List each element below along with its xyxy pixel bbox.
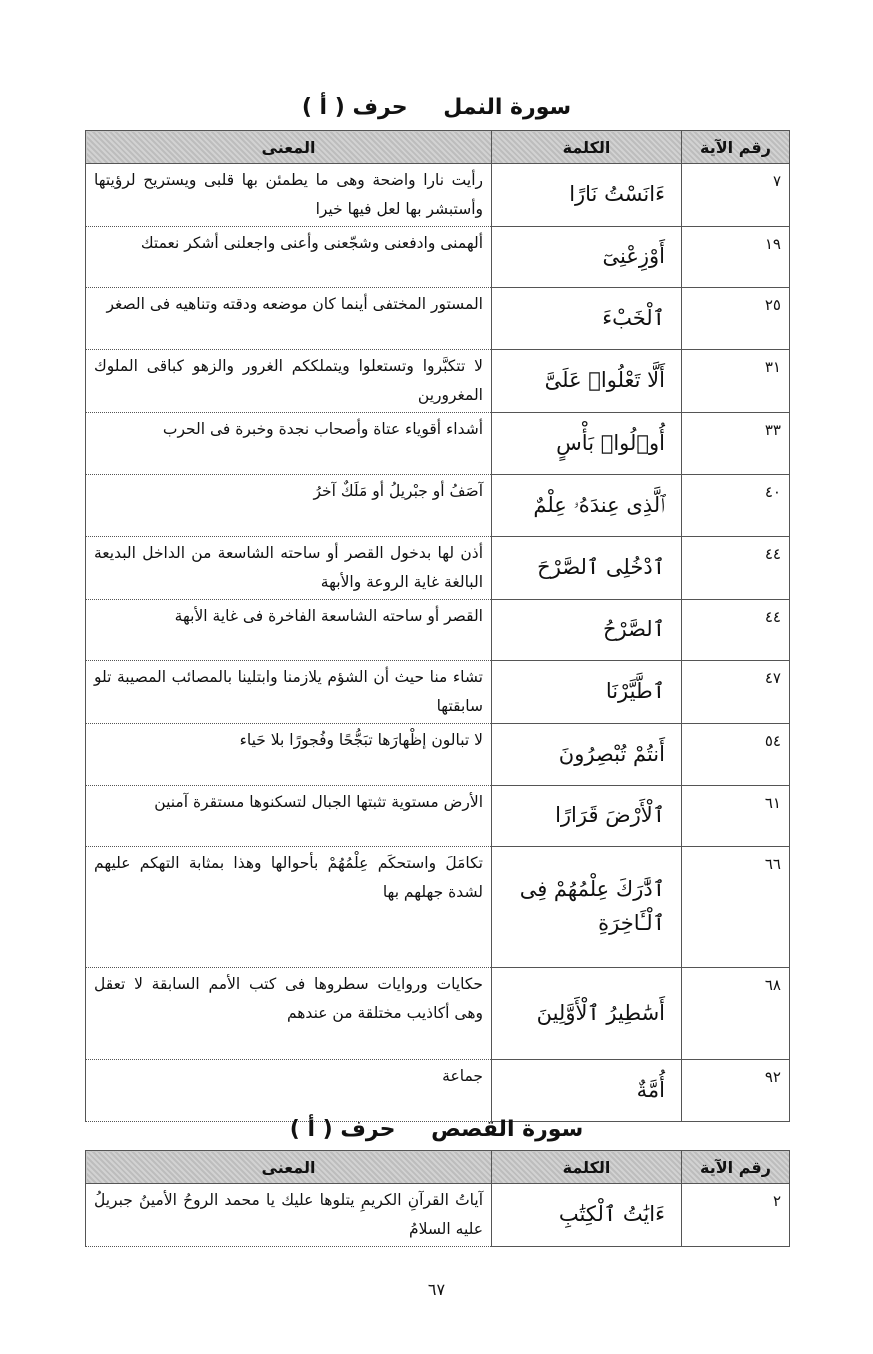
header-row: رقم الآية الكلمة المعنى [85,1150,790,1184]
table-row: ٤٤ ٱلصَّرْحُ القصر أو ساحته الشاسعة الفاخر… [85,599,790,661]
column-header: رقم الآية [681,130,790,164]
column-header: المعنى [85,1150,492,1184]
verse-number: ٢ [681,1183,790,1247]
vocabulary-table: رقم الآية الكلمة المعنى ٧ ءَانَسْتُ نَارًا رأ… [85,130,790,1122]
word: ٱلْأَرْضَ قَرَارًا [491,785,682,847]
verse-number: ٦٨ [681,967,790,1060]
word: ٱدْخُلِى ٱلصَّرْحَ [491,536,682,600]
meaning: رأيت نارا واضحة وهى ما يطمئن بها قلبى وي… [85,163,492,227]
table-row: ٣٣ أُو۟لُوا۟ بَأْسٍ أشداء أقوياء عتاة وأصح… [85,412,790,475]
meaning: المستور المختفى أينما كان موضعه ودقته وت… [85,287,492,350]
meaning: جماعة [85,1059,492,1122]
verse-number: ٤٤ [681,599,790,661]
word: ٱلْخَبْءَ [491,287,682,350]
section-title: سورة النمل حرف ( أ ) [0,95,873,120]
verse-number: ٣١ [681,349,790,413]
word: ٱلَّذِى عِندَهُۥ عِلْمٌ [491,474,682,537]
header-row: رقم الآية الكلمة المعنى [85,130,790,164]
section-title: سورة القصص حرف ( أ ) [0,1117,873,1142]
meaning: لا تتكبَّروا وتستعلوا ويتملككم الغرور وا… [85,349,492,413]
letter: حرف ( أ ) [301,95,408,120]
word: أُمَّةٌ [491,1059,682,1122]
column-header: الكلمة [491,130,682,164]
column-header: رقم الآية [681,1150,790,1184]
verse-number: ٦١ [681,785,790,847]
word: أَوْزِعْنِىٓ [491,226,682,288]
verse-number: ٤٧ [681,660,790,724]
verse-number: ٣٣ [681,412,790,475]
table-row: ٢٥ ٱلْخَبْءَ المستور المختفى أينما كان موض… [85,287,790,350]
meaning: القصر أو ساحته الشاسعة الفاخرة فى غاية ا… [85,599,492,661]
column-header: الكلمة [491,1150,682,1184]
verse-number: ٩٢ [681,1059,790,1122]
table-row: ٦١ ٱلْأَرْضَ قَرَارًا الأرض مستوية تثبتها … [85,785,790,847]
verse-number: ٢٥ [681,287,790,350]
meaning: أشداء أقوياء عتاة وأصحاب نجدة وخبرة فى ا… [85,412,492,475]
meaning: تكامَلَ واستحكَم عِلْمُهُمْ بأحوالها وهذ… [85,846,492,968]
verse-number: ٦٦ [681,846,790,968]
meaning: آياتُ القرآنِ الكريمِ يتلوها عليك يا محم… [85,1183,492,1247]
meaning: الأرض مستوية تثبتها الجبال لتسكنوها مستق… [85,785,492,847]
table-row: ٤٠ ٱلَّذِى عِندَهُۥ عِلْمٌ آصَفُ أو جبْريل… [85,474,790,537]
word: ءَانَسْتُ نَارًا [491,163,682,227]
verse-number: ٤٤ [681,536,790,600]
table-row: ٤٤ ٱدْخُلِى ٱلصَّرْحَ أذن لها بدخول القصر … [85,536,790,600]
meaning: حكايات وروايات سطروها فى كتب الأمم الساب… [85,967,492,1060]
surah-name: سورة القصص [431,1117,584,1142]
meaning: آصَفُ أو جبْريلُ أو مَلَكٌ آخرُ [85,474,492,537]
table-row: ٦٨ أَسَٰطِيرُ ٱلْأَوَّلِينَ حكايات وروايات… [85,967,790,1060]
word: أَسَٰطِيرُ ٱلْأَوَّلِينَ [491,967,682,1060]
page-number: ٦٧ [427,1280,446,1299]
word: ٱدَّٰرَكَ عِلْمُهُمْ فِى ٱلْـَٔاخِرَةِ [491,846,682,968]
table-row: ٩٢ أُمَّةٌ جماعة [85,1059,790,1122]
table-row: ٥٤ أَنتُمْ تُبْصِرُونَ لا تبالون إظْهارَها… [85,723,790,786]
verse-number: ٧ [681,163,790,227]
meaning: لا تبالون إظْهارَها تبَجُّحًا وفُجورًا ب… [85,723,492,786]
verse-number: ١٩ [681,226,790,288]
word: ٱطَّيَّرْنَا [491,660,682,724]
table-row: ٧ ءَانَسْتُ نَارًا رأيت نارا واضحة وهى ما … [85,163,790,227]
verse-number: ٥٤ [681,723,790,786]
table-row: ١٩ أَوْزِعْنِىٓ ألهمنى وادفعنى وشجّعنى وأع… [85,226,790,288]
letter: حرف ( أ ) [289,1117,396,1142]
table-row: ٢ ءَايَٰتُ ٱلْكِتَٰبِ آياتُ القرآنِ الكريم… [85,1183,790,1247]
meaning: أذن لها بدخول القصر أو ساحته الشاسعة من … [85,536,492,600]
table-row: ٣١ أَلَّا تَعْلُوا۟ عَلَىَّ لا تتكبَّروا و… [85,349,790,413]
surah-name: سورة النمل [443,95,572,120]
column-header: المعنى [85,130,492,164]
word: أَنتُمْ تُبْصِرُونَ [491,723,682,786]
word: ٱلصَّرْحُ [491,599,682,661]
table-row: ٦٦ ٱدَّٰرَكَ عِلْمُهُمْ فِى ٱلْـَٔاخِرَةِ… [85,846,790,968]
word: أُو۟لُوا۟ بَأْسٍ [491,412,682,475]
vocabulary-table: رقم الآية الكلمة المعنى ٢ ءَايَٰتُ ٱلْكِتَٰب… [85,1150,790,1247]
word: أَلَّا تَعْلُوا۟ عَلَىَّ [491,349,682,413]
meaning: تشاء منا حيث أن الشؤم يلازمنا وابتلينا ب… [85,660,492,724]
verse-number: ٤٠ [681,474,790,537]
table-row: ٤٧ ٱطَّيَّرْنَا تشاء منا حيث أن الشؤم يلاز… [85,660,790,724]
word: ءَايَٰتُ ٱلْكِتَٰبِ [491,1183,682,1247]
meaning: ألهمنى وادفعنى وشجّعنى وأعنى واجعلنى أشك… [85,226,492,288]
